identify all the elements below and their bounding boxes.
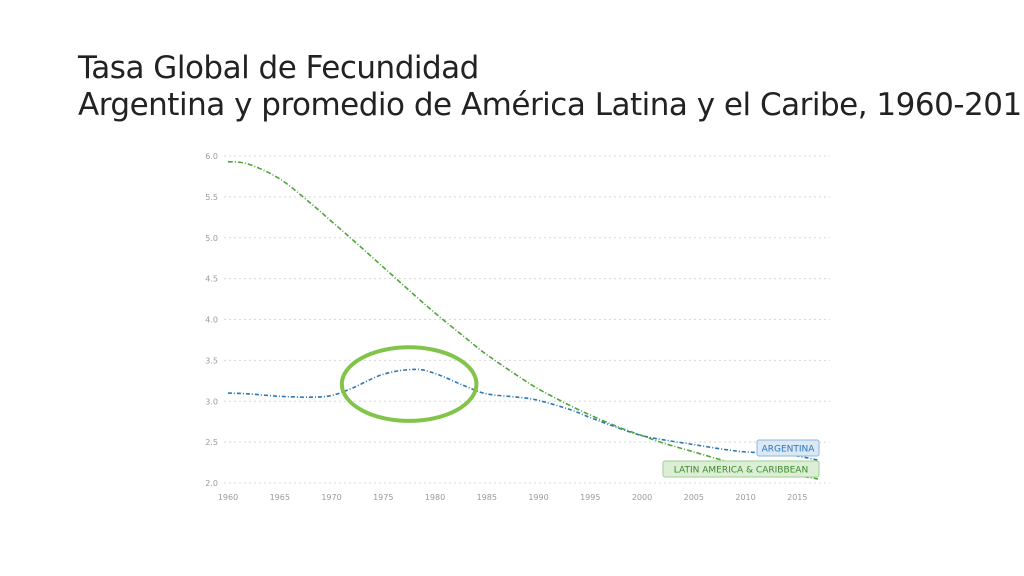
x-axis-ticks: 1960 1965 1970 1975 1980 1985 1990 1995 2000 2005… [218,493,808,502]
legend-layer: ARGENTINA LATIN AMERICA & CARIBBEAN [662,439,820,478]
title-line-2: Argentina y promedio de América Latina y… [78,87,1024,123]
y-tick-label: 4.5 [205,275,218,284]
latam-label: LATIN AMERICA & CARIBBEAN [674,466,808,476]
x-tick-label: 1965 [270,493,290,502]
y-tick-label: 4.0 [205,316,218,325]
title-line-1: Tasa Global de Fecundidad [78,50,479,86]
slide-title: Tasa Global de Fecundidad Argentina y pr… [78,50,1024,124]
y-tick-label: 3.5 [205,356,218,365]
latam-label-box [662,460,820,478]
argentina-label: ARGENTINA [762,445,816,455]
argentina-label-box [756,439,820,457]
y-tick-label: 3.0 [205,397,218,406]
y-axis-ticks: 2.0 2.5 3.0 3.5 4.0 4.5 5.0 5.5 6.0 [205,152,218,488]
x-tick-label: 1980 [425,493,445,502]
y-tick-label: 5.0 [205,234,218,243]
x-tick-label: 1995 [580,493,600,502]
x-tick-label: 1985 [477,493,497,502]
series-layer [227,160,819,480]
y-tick-label: 6.0 [205,152,218,161]
x-tick-label: 2010 [735,493,755,502]
y-tick-label: 2.5 [205,438,218,447]
grid-layer [224,155,830,484]
annotation-layer [339,345,479,423]
x-tick-label: 1975 [373,493,393,502]
y-tick-label: 2.0 [205,479,218,488]
series-line-latam [227,160,819,480]
x-tick-label: 2015 [787,493,807,502]
y-tick-label: 5.5 [205,193,218,202]
x-tick-label: 2000 [632,493,652,502]
x-tick-label: 1960 [218,493,238,502]
x-tick-label: 2005 [684,493,704,502]
x-tick-label: 1970 [321,493,341,502]
highlight-ellipse [339,345,479,423]
series-line-argentina [227,368,819,461]
x-tick-label: 1990 [528,493,548,502]
